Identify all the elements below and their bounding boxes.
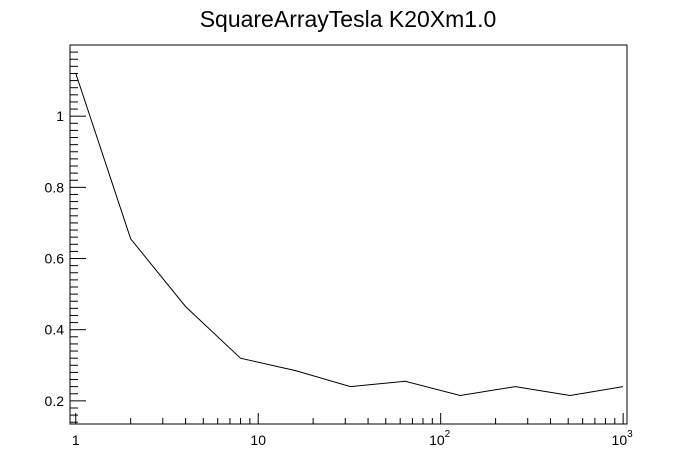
x-tick-label: 10 [429, 432, 445, 448]
series-line [75, 73, 624, 397]
x-tick-label: 1 [72, 432, 80, 448]
y-tick-label: 1 [56, 108, 64, 124]
x-tick-exponent: 2 [445, 429, 451, 440]
y-tick-label: 0.8 [45, 179, 65, 195]
x-tick-label: 10 [612, 432, 628, 448]
y-axis: 0.2 0.4 0.6 0.8 1 [45, 44, 86, 423]
y-tick-label: 0.6 [45, 251, 65, 267]
y-tick-label: 0.4 [45, 322, 65, 338]
x-tick-exponent: 3 [627, 429, 633, 440]
series-layer [75, 73, 624, 397]
x-tick-label: 10 [250, 432, 266, 448]
x-axis: 1 10 10 2 10 3 [72, 413, 633, 448]
chart-title: SquareArrayTesla K20Xm1.0 [200, 6, 497, 32]
y-tick-label: 0.2 [45, 393, 65, 409]
plot-frame [69, 44, 628, 425]
